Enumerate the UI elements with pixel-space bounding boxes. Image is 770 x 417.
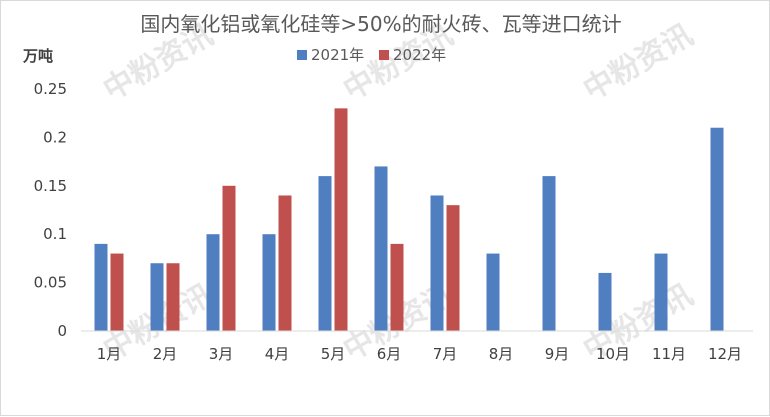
x-tick-label: 2月 (153, 345, 178, 363)
bar-2021年-6月 (374, 166, 388, 331)
y-tick-label: 0.15 (34, 177, 67, 195)
bar-2021年-7月 (430, 195, 444, 331)
x-tick-label: 8月 (489, 345, 514, 363)
x-tick-label: 7月 (433, 345, 458, 363)
x-tick-label: 1月 (97, 345, 122, 363)
bar-2021年-1月 (94, 243, 108, 331)
legend-label: 2022年 (393, 46, 446, 64)
x-tick-label: 5月 (321, 345, 346, 363)
x-tick-label: 10月 (596, 345, 630, 363)
x-tick-label: 4月 (265, 345, 290, 363)
x-tick-label: 12月 (708, 345, 742, 363)
bar-2021年-3月 (206, 234, 220, 331)
chart-title: 国内氧化铝或氧化硅等>50%的耐火砖、瓦等进口统计 (140, 12, 621, 36)
bar-2022年-7月 (446, 205, 460, 331)
x-tick-label: 11月 (652, 345, 686, 363)
x-tick-label: 6月 (377, 345, 402, 363)
bars (94, 108, 724, 331)
legend-swatch (297, 50, 307, 60)
bar-2021年-10月 (598, 272, 612, 331)
bar-2021年-8月 (486, 253, 500, 331)
bar-2022年-2月 (166, 263, 180, 331)
bar-2021年-4月 (262, 234, 276, 331)
bar-2022年-4月 (278, 195, 292, 331)
y-tick-label: 0.1 (43, 225, 67, 243)
x-axis-ticks: 1月 2月 3月 4月 5月 6月 7月 8月 9月 10月 11月 12月 (97, 345, 742, 363)
y-tick-label: 0.25 (34, 80, 67, 98)
bar-2022年-5月 (334, 108, 348, 331)
y-tick-label: 0.05 (34, 274, 67, 292)
bar-2022年-1月 (110, 253, 124, 331)
bar-2021年-12月 (710, 127, 724, 331)
legend-label: 2021年 (311, 46, 364, 64)
legend: 2021年 2022年 (297, 46, 446, 64)
bar-2021年-9月 (542, 176, 556, 331)
bar-2021年-2月 (150, 263, 164, 331)
bar-2022年-3月 (222, 185, 236, 331)
y-tick-label: 0 (57, 322, 67, 340)
bar-2022年-6月 (390, 243, 404, 331)
y-tick-label: 0.2 (43, 128, 67, 146)
bar-2021年-11月 (654, 253, 668, 331)
legend-swatch (379, 50, 389, 60)
y-axis-ticks: 0 0.05 0.1 0.15 0.2 0.25 (34, 80, 67, 340)
x-tick-label: 3月 (209, 345, 234, 363)
y-axis-unit-label: 万吨 (22, 47, 53, 65)
bar-2021年-5月 (318, 176, 332, 331)
x-tick-label: 9月 (545, 345, 570, 363)
